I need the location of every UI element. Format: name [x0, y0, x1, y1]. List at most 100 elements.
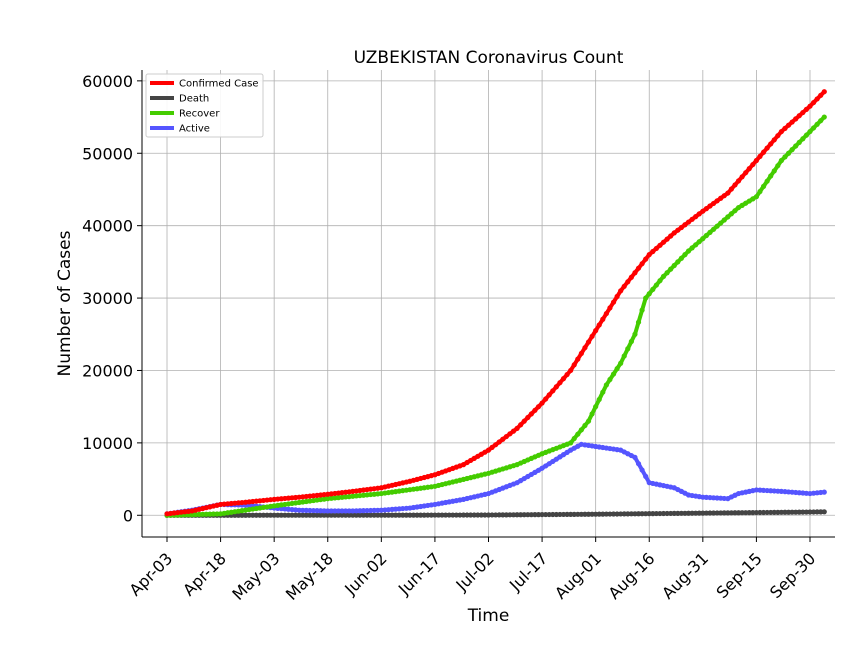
- data-point-death: [253, 512, 259, 518]
- data-point-confirmed-case: [643, 256, 649, 262]
- data-point-recover: [603, 382, 609, 388]
- data-point-death: [275, 512, 281, 518]
- data-point-confirmed-case: [514, 425, 520, 431]
- data-point-recover: [800, 136, 806, 142]
- data-point-confirmed-case: [700, 208, 706, 214]
- data-point-death: [514, 512, 520, 518]
- data-point-recover: [578, 427, 584, 433]
- data-point-death: [389, 512, 395, 518]
- data-point-confirmed-case: [810, 99, 817, 106]
- data-point-recover: [650, 286, 656, 292]
- data-point-confirmed-case: [721, 193, 727, 199]
- data-point-recover: [764, 178, 770, 184]
- data-point-death: [500, 512, 506, 518]
- data-point-death: [685, 510, 692, 516]
- data-point-confirmed-case: [571, 362, 577, 368]
- data-point-confirmed-case: [496, 439, 502, 445]
- data-point-confirmed-case: [707, 203, 713, 209]
- data-point-confirmed-case: [603, 310, 609, 317]
- data-point-death: [525, 512, 531, 518]
- data-point-death: [300, 512, 306, 518]
- data-point-confirmed-case: [600, 316, 606, 322]
- data-point-death: [446, 512, 452, 518]
- data-point-death: [407, 512, 413, 518]
- data-point-confirmed-case: [757, 153, 763, 159]
- data-point-confirmed-case: [793, 116, 799, 122]
- data-point-confirmed-case: [703, 206, 710, 212]
- data-point-recover: [703, 232, 710, 239]
- data-point-death: [657, 510, 663, 517]
- data-point-recover: [782, 154, 788, 160]
- data-point-death: [714, 510, 720, 516]
- data-point-confirmed-case: [578, 350, 584, 357]
- data-point-death: [235, 512, 242, 518]
- legend-label-recover: Recover: [179, 109, 220, 120]
- data-point-confirmed-case: [568, 367, 574, 374]
- data-point-active: [635, 461, 642, 467]
- data-point-recover: [668, 266, 674, 272]
- data-point-death: [393, 512, 399, 518]
- data-point-confirmed-case: [518, 422, 524, 428]
- data-point-recover: [710, 226, 717, 232]
- data-point-death: [521, 512, 527, 518]
- data-point-recover: [796, 139, 802, 145]
- data-point-confirmed-case: [685, 219, 692, 225]
- data-point-recover: [732, 208, 738, 214]
- data-point-death: [782, 509, 788, 515]
- data-point-confirmed-case: [650, 248, 656, 255]
- data-point-confirmed-case: [557, 380, 563, 386]
- data-point-recover: [593, 404, 599, 410]
- data-point-recover: [600, 389, 606, 395]
- data-point-confirmed-case: [743, 170, 749, 176]
- data-point-death: [375, 512, 381, 518]
- data-point-death: [485, 512, 492, 518]
- data-point-recover: [693, 242, 699, 248]
- data-point-confirmed-case: [818, 92, 824, 98]
- data-point-confirmed-case: [746, 166, 752, 172]
- data-point-recover: [571, 435, 577, 442]
- data-point-death: [310, 512, 317, 518]
- data-point-recover: [707, 229, 713, 235]
- data-point-recover: [700, 236, 706, 242]
- data-point-confirmed-case: [625, 279, 631, 285]
- data-point-confirmed-case: [618, 288, 624, 294]
- data-point-death: [371, 512, 377, 518]
- data-point-confirmed-case: [739, 174, 745, 180]
- data-point-recover: [589, 411, 595, 417]
- data-point-death: [378, 512, 384, 518]
- data-point-death: [753, 509, 760, 516]
- data-point-confirmed-case: [735, 178, 742, 184]
- data-point-death: [789, 509, 795, 515]
- data-point-recover: [582, 422, 588, 429]
- data-point-confirmed-case: [796, 113, 802, 119]
- data-point-death: [510, 512, 517, 518]
- data-point-confirmed-case: [657, 242, 663, 248]
- data-point-confirmed-case: [760, 149, 767, 155]
- data-point-confirmed-case: [593, 328, 599, 334]
- data-point-confirmed-case: [689, 216, 695, 222]
- data-point-confirmed-case: [539, 400, 545, 406]
- data-point-recover: [639, 307, 645, 313]
- data-point-recover: [660, 273, 667, 279]
- data-point-confirmed-case: [560, 376, 567, 382]
- data-point-recover: [775, 163, 781, 169]
- data-point-death: [639, 511, 645, 517]
- data-point-confirmed-case: [639, 261, 645, 267]
- data-point-recover: [685, 248, 692, 254]
- data-point-confirmed-case: [753, 157, 760, 164]
- data-point-death: [414, 512, 420, 518]
- data-point-recover: [664, 270, 670, 276]
- y-tick-label: 0: [123, 506, 133, 525]
- data-point-death: [464, 512, 470, 518]
- data-point-confirmed-case: [485, 447, 492, 453]
- data-point-death: [678, 510, 685, 516]
- data-point-death: [385, 512, 392, 518]
- data-point-death: [564, 511, 570, 518]
- data-point-death: [735, 510, 742, 516]
- data-point-death: [482, 512, 488, 518]
- data-point-confirmed-case: [678, 224, 685, 231]
- data-point-active: [643, 473, 649, 479]
- data-point-active: [328, 508, 334, 514]
- data-point-death: [285, 512, 292, 518]
